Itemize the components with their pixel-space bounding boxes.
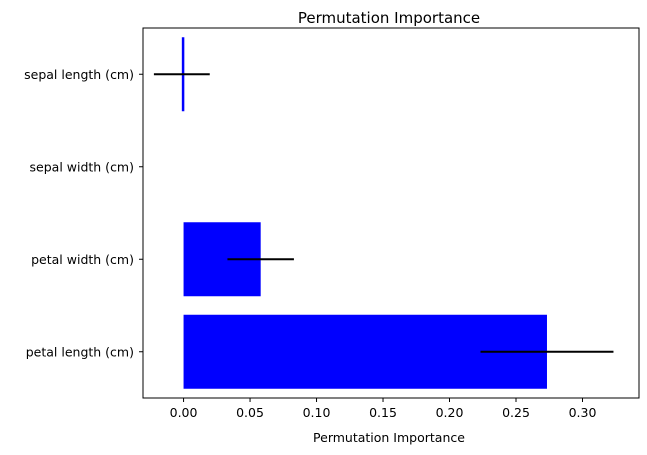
- bars-group: [181, 37, 547, 389]
- y-tick-label: sepal width (cm): [30, 159, 134, 174]
- y-tick-label: sepal length (cm): [24, 67, 134, 82]
- y-axis: sepal length (cm) sepal width (cm) petal w…: [24, 67, 143, 359]
- x-tick-label: 0.20: [436, 405, 464, 420]
- x-tick-label: 0.30: [569, 405, 597, 420]
- y-tick-label: petal length (cm): [26, 344, 134, 359]
- x-tick-label: 0.15: [369, 405, 397, 420]
- x-tick-label: 0.05: [236, 405, 264, 420]
- x-tick-label: 0.25: [502, 405, 530, 420]
- chart-title: Permutation Importance: [298, 9, 480, 27]
- error-bars-group: [153, 73, 614, 353]
- x-tick-label: 0.10: [303, 405, 331, 420]
- plot-frame: [142, 27, 640, 399]
- y-tick-label: petal width (cm): [31, 252, 134, 267]
- x-tick-label: 0.00: [170, 405, 198, 420]
- x-axis-label: Permutation Importance: [313, 430, 465, 445]
- x-axis: 0.00 0.05 0.10 0.15 0.20 0.25 0.30: [170, 398, 597, 420]
